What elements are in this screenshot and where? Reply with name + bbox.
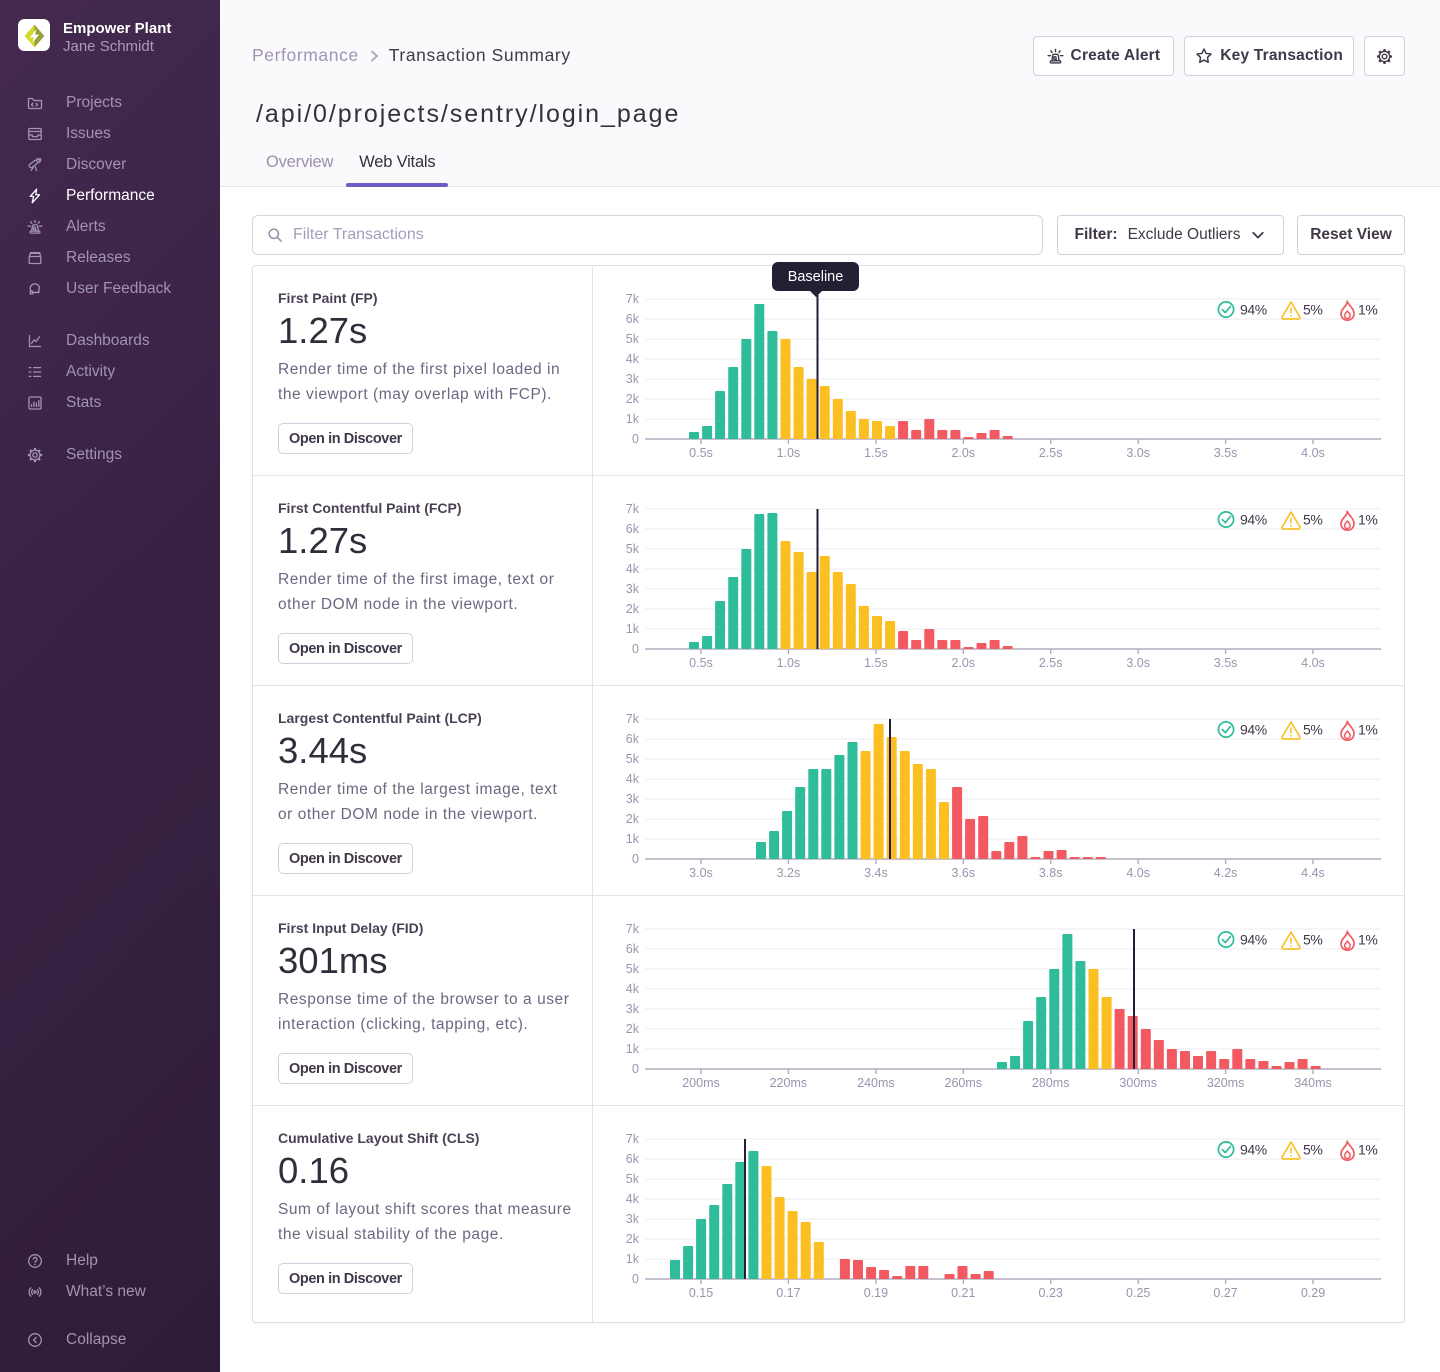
svg-text:6k: 6k — [626, 732, 640, 746]
svg-text:5k: 5k — [626, 332, 640, 346]
svg-text:1k: 1k — [626, 622, 640, 636]
svg-text:0.19: 0.19 — [864, 1286, 888, 1300]
svg-text:2k: 2k — [626, 392, 640, 406]
svg-text:7k: 7k — [626, 1132, 640, 1146]
svg-text:0.27: 0.27 — [1213, 1286, 1237, 1300]
svg-text:1.5s: 1.5s — [864, 656, 888, 670]
svg-text:1%: 1% — [1358, 512, 1377, 528]
svg-text:4k: 4k — [626, 1192, 640, 1206]
svg-text:1%: 1% — [1358, 302, 1377, 318]
svg-text:4.0s: 4.0s — [1301, 656, 1325, 670]
svg-text:4k: 4k — [626, 982, 640, 996]
svg-text:0: 0 — [632, 852, 639, 866]
svg-text:7k: 7k — [626, 502, 640, 516]
svg-text:1%: 1% — [1358, 932, 1377, 948]
svg-text:4k: 4k — [626, 772, 640, 786]
svg-text:6k: 6k — [626, 942, 640, 956]
svg-text:3k: 3k — [626, 1212, 640, 1226]
svg-text:94%: 94% — [1240, 302, 1267, 318]
svg-text:6k: 6k — [626, 522, 640, 536]
svg-text:0.5s: 0.5s — [689, 446, 713, 460]
svg-text:7k: 7k — [626, 712, 640, 726]
svg-text:2k: 2k — [626, 602, 640, 616]
svg-text:5%: 5% — [1303, 722, 1322, 738]
svg-text:7k: 7k — [626, 292, 640, 306]
svg-text:3.5s: 3.5s — [1214, 446, 1238, 460]
svg-text:4.0s: 4.0s — [1301, 446, 1325, 460]
svg-text:1k: 1k — [626, 412, 640, 426]
svg-text:3.8s: 3.8s — [1039, 866, 1063, 880]
svg-text:340ms: 340ms — [1294, 1076, 1332, 1090]
svg-text:94%: 94% — [1240, 1142, 1267, 1158]
svg-text:1.5s: 1.5s — [864, 446, 888, 460]
svg-text:94%: 94% — [1240, 932, 1267, 948]
svg-text:5%: 5% — [1303, 932, 1322, 948]
svg-text:3.0s: 3.0s — [1126, 656, 1150, 670]
svg-text:94%: 94% — [1240, 512, 1267, 528]
svg-text:94%: 94% — [1240, 722, 1267, 738]
svg-text:3.6s: 3.6s — [951, 866, 975, 880]
svg-text:2.5s: 2.5s — [1039, 446, 1063, 460]
svg-text:200ms: 200ms — [682, 1076, 720, 1090]
svg-text:300ms: 300ms — [1119, 1076, 1157, 1090]
svg-text:6k: 6k — [626, 1152, 640, 1166]
svg-text:4.2s: 4.2s — [1214, 866, 1238, 880]
svg-text:3.4s: 3.4s — [864, 866, 888, 880]
svg-text:2k: 2k — [626, 1232, 640, 1246]
svg-text:5%: 5% — [1303, 1142, 1322, 1158]
svg-text:0.25: 0.25 — [1126, 1286, 1150, 1300]
svg-text:3k: 3k — [626, 372, 640, 386]
svg-text:0.15: 0.15 — [689, 1286, 713, 1300]
svg-text:0: 0 — [632, 1062, 639, 1076]
svg-text:4.0s: 4.0s — [1126, 866, 1150, 880]
svg-text:1k: 1k — [626, 1042, 640, 1056]
svg-text:2.0s: 2.0s — [951, 446, 975, 460]
svg-text:4k: 4k — [626, 352, 640, 366]
svg-text:3.2s: 3.2s — [777, 866, 801, 880]
svg-text:6k: 6k — [626, 312, 640, 326]
svg-text:0.21: 0.21 — [951, 1286, 975, 1300]
svg-text:5k: 5k — [626, 962, 640, 976]
svg-text:2.0s: 2.0s — [951, 656, 975, 670]
svg-text:2k: 2k — [626, 1022, 640, 1036]
svg-text:3.0s: 3.0s — [689, 866, 713, 880]
svg-text:1%: 1% — [1358, 1142, 1377, 1158]
svg-text:5k: 5k — [626, 1172, 640, 1186]
svg-text:0: 0 — [632, 1272, 639, 1286]
svg-text:260ms: 260ms — [945, 1076, 983, 1090]
svg-text:3.0s: 3.0s — [1126, 446, 1150, 460]
svg-text:220ms: 220ms — [770, 1076, 808, 1090]
svg-text:7k: 7k — [626, 922, 640, 936]
svg-text:1k: 1k — [626, 1252, 640, 1266]
svg-text:4k: 4k — [626, 562, 640, 576]
svg-text:1%: 1% — [1358, 722, 1377, 738]
svg-text:3k: 3k — [626, 792, 640, 806]
svg-text:0.17: 0.17 — [776, 1286, 800, 1300]
svg-text:0.29: 0.29 — [1301, 1286, 1325, 1300]
svg-text:240ms: 240ms — [857, 1076, 895, 1090]
svg-text:0: 0 — [632, 642, 639, 656]
svg-text:3k: 3k — [626, 1002, 640, 1016]
svg-text:1.0s: 1.0s — [777, 656, 801, 670]
svg-text:0.5s: 0.5s — [689, 656, 713, 670]
svg-text:320ms: 320ms — [1207, 1076, 1245, 1090]
svg-text:3.5s: 3.5s — [1214, 656, 1238, 670]
svg-text:3k: 3k — [626, 582, 640, 596]
svg-text:5k: 5k — [626, 542, 640, 556]
svg-text:0.23: 0.23 — [1039, 1286, 1063, 1300]
svg-text:0: 0 — [632, 432, 639, 446]
svg-text:5k: 5k — [626, 752, 640, 766]
svg-text:4.4s: 4.4s — [1301, 866, 1325, 880]
svg-text:1.0s: 1.0s — [777, 446, 801, 460]
svg-text:280ms: 280ms — [1032, 1076, 1070, 1090]
svg-text:5%: 5% — [1303, 512, 1322, 528]
svg-text:2.5s: 2.5s — [1039, 656, 1063, 670]
svg-text:2k: 2k — [626, 812, 640, 826]
svg-text:5%: 5% — [1303, 302, 1322, 318]
svg-text:1k: 1k — [626, 832, 640, 846]
